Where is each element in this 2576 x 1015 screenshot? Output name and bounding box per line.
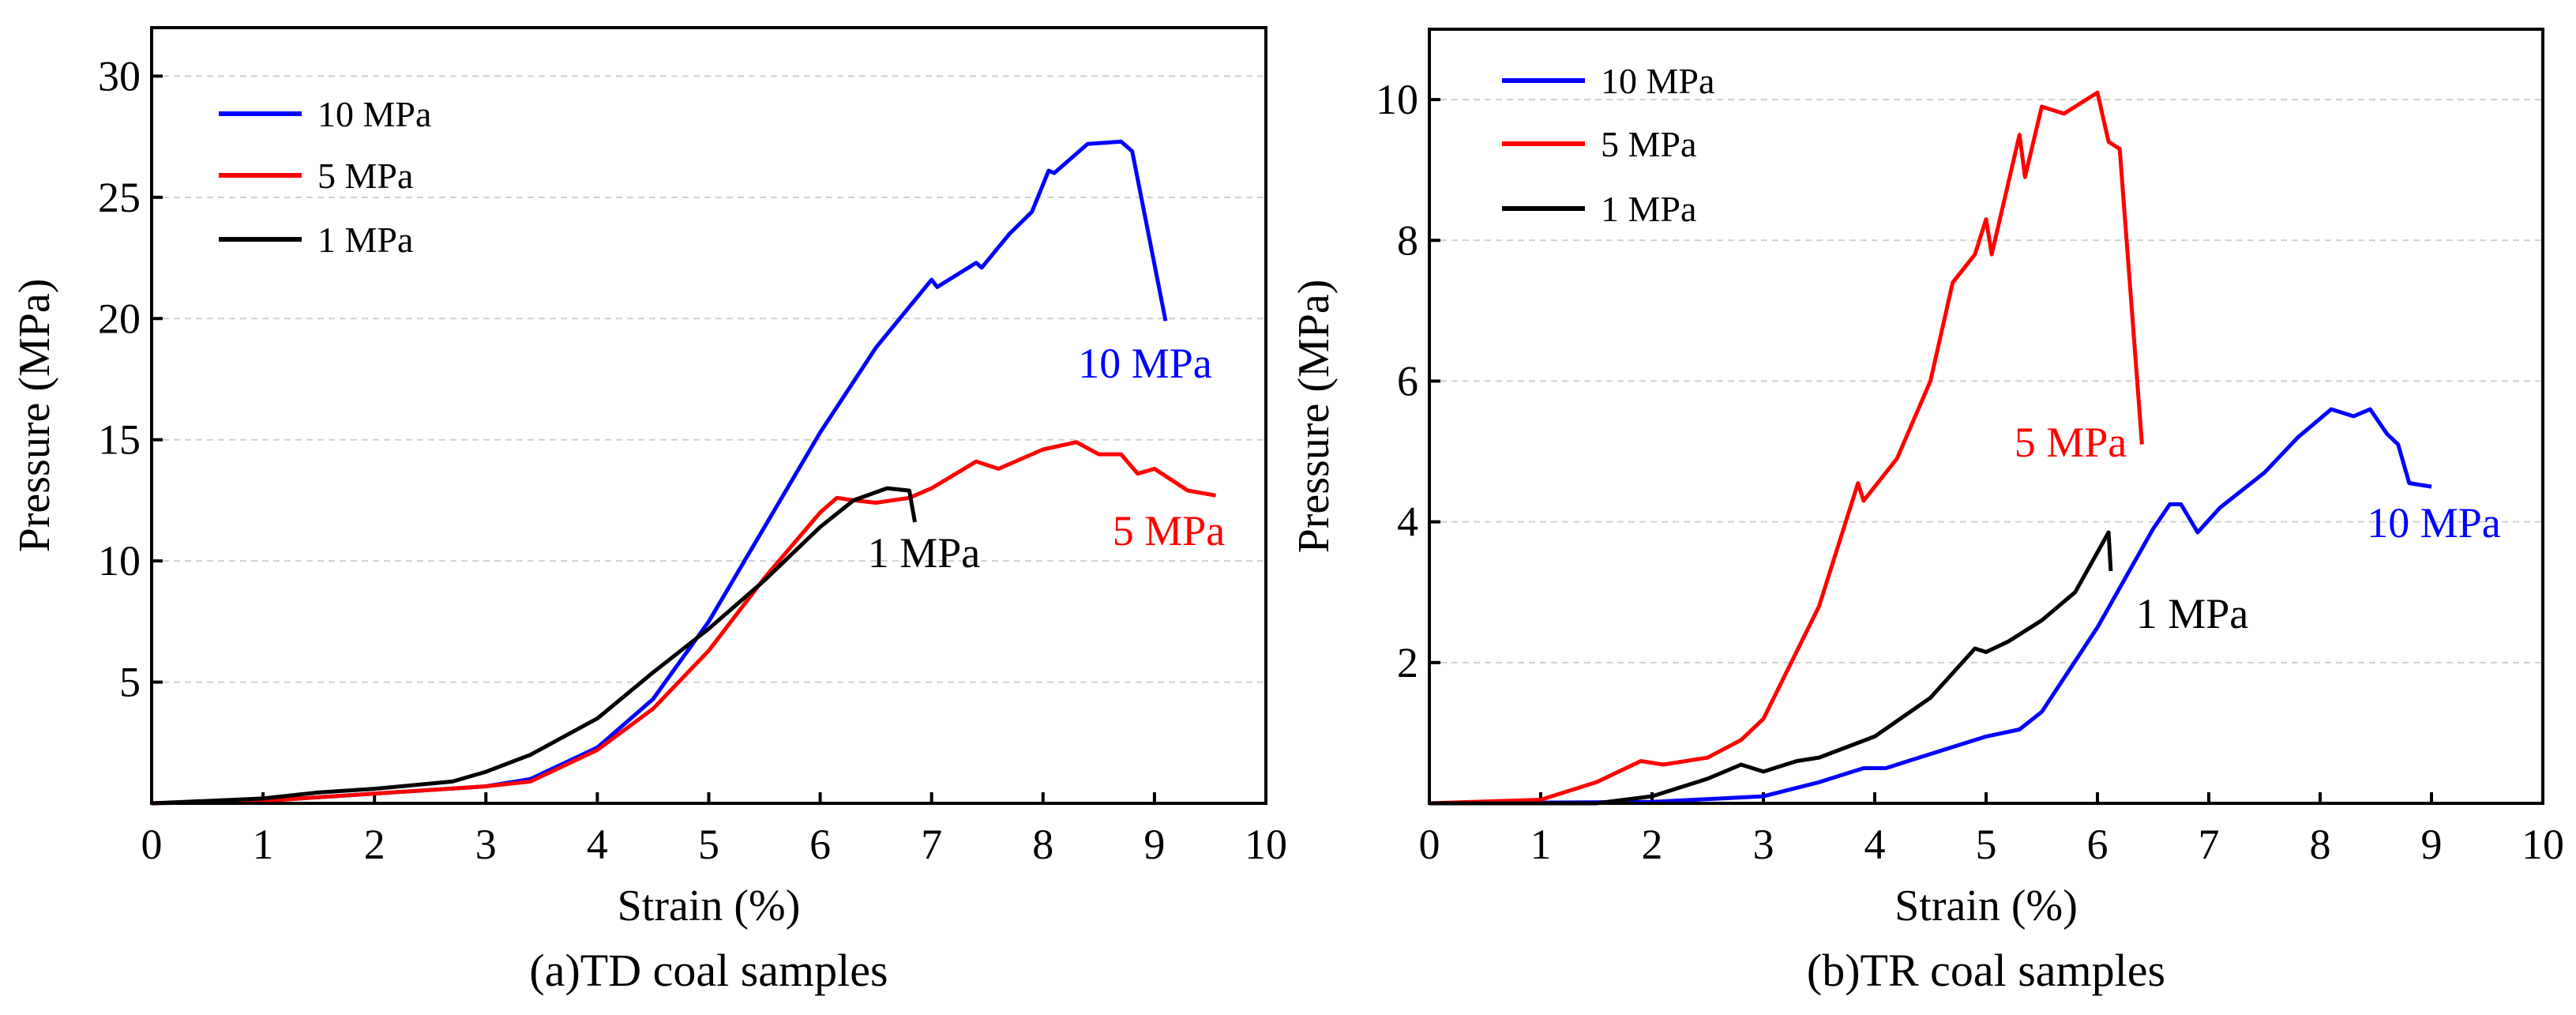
x-tick-label: 0 bbox=[1419, 821, 1440, 868]
y-tick-label: 30 bbox=[98, 52, 141, 100]
legend-label: 1 MPa bbox=[1601, 189, 1696, 229]
y-tick-label: 5 bbox=[119, 659, 141, 706]
chart-panel-a: 5 10 15 20 25 30 0 1 2 3 4 5 6 7 8 9 10 10 MPa 10 MPa 5 MPa… bbox=[10, 26, 1287, 996]
x-tick-label: 2 bbox=[364, 821, 385, 868]
x-tick-label: 3 bbox=[1753, 821, 1774, 868]
x-tick-label: 6 bbox=[2087, 821, 2108, 868]
legend-label: 5 MPa bbox=[317, 156, 413, 196]
y-tick-label: 8 bbox=[1397, 216, 1418, 264]
x-tick-label: 5 bbox=[1976, 821, 1997, 868]
x-tick-label: 8 bbox=[2310, 821, 2331, 868]
y-tick-label: 2 bbox=[1397, 639, 1418, 686]
x-tick-label: 10 bbox=[2522, 821, 2564, 868]
legend-label: 10 MPa bbox=[317, 94, 431, 134]
plot-frame bbox=[150, 26, 1267, 805]
x-tick-label: 8 bbox=[1032, 821, 1053, 868]
series-line-10-mpa bbox=[1429, 407, 2432, 806]
legend-label: 10 MPa bbox=[1601, 61, 1714, 101]
x-tick-label: 6 bbox=[809, 821, 831, 868]
y-tick-label: 15 bbox=[98, 416, 141, 464]
x-axis-label: Strain (%) bbox=[1894, 882, 2078, 930]
x-tick-label: 9 bbox=[1143, 821, 1165, 868]
chart-caption: (b)TR coal samples bbox=[1807, 945, 2165, 996]
series-line-1-mpa bbox=[1429, 530, 2113, 806]
y-tick-label: 20 bbox=[98, 295, 141, 342]
y-axis-label: Pressure (MPa) bbox=[1290, 280, 1339, 554]
y-tick-label: 4 bbox=[1397, 498, 1418, 546]
series-line-5-mpa bbox=[151, 440, 1216, 806]
y-tick-label: 10 bbox=[1376, 76, 1418, 123]
chart-panel-b: 2 4 6 8 10 0 1 2 3 4 5 6 7 8 9 10 10 MPa 10 MPa 5 MPa 5 MPa… bbox=[1290, 28, 2564, 996]
x-tick-label: 5 bbox=[698, 821, 719, 868]
plot-frame bbox=[1428, 28, 2544, 805]
x-tick-label: 1 bbox=[1530, 821, 1552, 868]
x-tick-label: 10 bbox=[1245, 821, 1287, 868]
y-tick-label: 25 bbox=[98, 174, 141, 221]
series-line-5-mpa bbox=[1429, 90, 2144, 806]
series-annotation: 10 MPa bbox=[1078, 340, 1212, 387]
x-tick-label: 2 bbox=[1642, 821, 1663, 868]
series-annotation: 1 MPa bbox=[2136, 590, 2249, 637]
x-tick-label: 7 bbox=[2199, 821, 2220, 868]
series-line-1-mpa bbox=[151, 486, 917, 806]
y-tick-label: 10 bbox=[98, 537, 141, 585]
x-tick-label: 9 bbox=[2421, 821, 2443, 868]
x-tick-label: 1 bbox=[253, 821, 274, 868]
legend-label: 1 MPa bbox=[317, 220, 413, 260]
y-tick-label: 6 bbox=[1397, 357, 1418, 404]
legend-label: 5 MPa bbox=[1601, 124, 1696, 164]
series-annotation: 10 MPa bbox=[2367, 499, 2501, 547]
x-tick-label: 3 bbox=[475, 821, 497, 868]
y-axis-label: Pressure (MPa) bbox=[10, 279, 59, 553]
x-tick-label: 4 bbox=[1864, 821, 1886, 868]
x-tick-label: 4 bbox=[587, 821, 608, 868]
x-tick-label: 0 bbox=[141, 821, 163, 868]
x-axis-label: Strain (%) bbox=[618, 882, 801, 930]
x-tick-label: 7 bbox=[921, 821, 942, 868]
series-annotation: 1 MPa bbox=[868, 529, 981, 577]
series-annotation: 5 MPa bbox=[2015, 419, 2127, 466]
chart-caption: (a)TD coal samples bbox=[529, 945, 888, 996]
series-annotation: 5 MPa bbox=[1113, 507, 1226, 554]
